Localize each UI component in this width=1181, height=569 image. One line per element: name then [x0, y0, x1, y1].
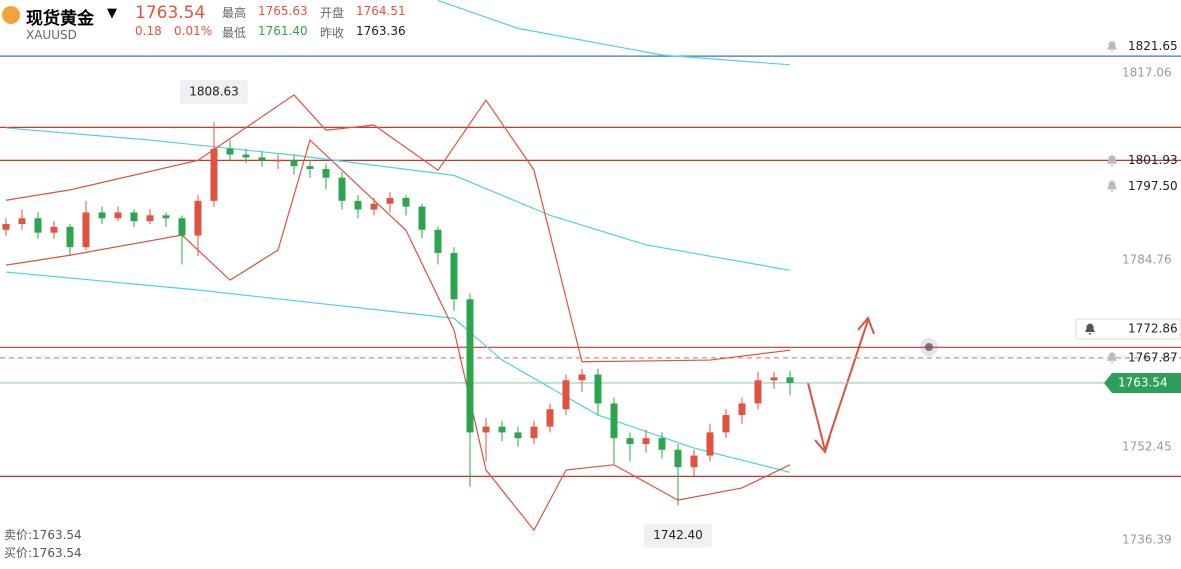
annotation-box: [644, 523, 712, 548]
candle-body: [146, 215, 154, 222]
candle-body: [546, 409, 554, 427]
y-tick-label: 1784.76: [1122, 253, 1172, 267]
price-label: 1772.86: [1128, 322, 1178, 336]
price-label: 1821.65: [1128, 39, 1178, 53]
price-box: [1075, 318, 1181, 340]
candle-body: [754, 380, 762, 404]
candle-body: [290, 160, 298, 167]
y-tick-label: 1817.06: [1122, 66, 1172, 80]
candle-body: [34, 218, 42, 233]
candle-body: [306, 166, 314, 170]
candle-body: [642, 438, 650, 444]
price-label: 1767.87: [1128, 350, 1178, 364]
price-label: 1801.93: [1128, 153, 1178, 167]
candle-body: [674, 449, 682, 468]
current-price-label: 1763.54: [1118, 375, 1168, 389]
change-pct: 0.01%: [174, 24, 213, 38]
candle-body: [258, 157, 266, 161]
indicator-line: [5, 138, 791, 532]
annotation-box: [180, 79, 248, 104]
alert-bell: [1085, 323, 1095, 336]
alert-bell: [1107, 180, 1117, 193]
candle-body: [322, 169, 330, 178]
candle-body: [130, 212, 138, 222]
value: 1763.36: [356, 24, 406, 38]
candle-body: [50, 226, 58, 233]
y-tick-label: 1736.39: [1122, 533, 1172, 547]
candle-body: [514, 432, 522, 439]
instrument-name[interactable]: 现货黄金: [26, 9, 94, 29]
logo: [2, 6, 20, 24]
price: 1763.54: [135, 3, 206, 23]
buy-price: 买价:1763.54: [4, 546, 82, 560]
candle-body: [162, 215, 170, 219]
candle-body: [242, 154, 250, 158]
candle-body: [98, 212, 106, 219]
indicator-line: [5, 94, 791, 363]
candle-body: [114, 212, 122, 219]
candle-body: [2, 224, 10, 230]
candle-body: [18, 218, 26, 225]
candle-body: [482, 426, 490, 433]
sell-price: 卖价:1763.54: [4, 528, 82, 542]
candle-body: [402, 197, 410, 207]
candle-body: [418, 206, 426, 230]
candle-body: [594, 374, 602, 404]
candle-body: [690, 455, 698, 468]
candle-body: [194, 200, 202, 236]
alert-bell: [1107, 155, 1117, 167]
candle-body: [370, 203, 378, 210]
candle-body: [706, 432, 714, 456]
alert-bell: [1107, 41, 1117, 53]
candle-body: [386, 197, 394, 204]
label: 最高: [222, 6, 247, 20]
candle-body: [338, 177, 346, 201]
y-tick-label: 1752.45: [1122, 440, 1172, 454]
candle-body: [82, 212, 90, 248]
candle-body: [66, 226, 74, 248]
indicator-line: [437, 0, 791, 66]
candle-body: [530, 426, 538, 439]
candle-body: [498, 426, 506, 433]
candle-body: [626, 438, 634, 444]
label: 开盘: [320, 6, 345, 20]
candle-body: [658, 438, 666, 450]
candle-body: [274, 160, 282, 162]
indicator-line: [5, 127, 791, 271]
candle-body: [466, 299, 474, 433]
indicator-line: [5, 271, 791, 473]
candle-body: [450, 252, 458, 300]
candle-body: [578, 374, 586, 381]
dropdown-arrow[interactable]: ▼: [107, 6, 117, 21]
candle-body: [434, 229, 442, 253]
alert-bell: [1107, 352, 1117, 364]
candle-body: [770, 377, 778, 381]
candle-body: [562, 380, 570, 410]
arrow: [807, 316, 875, 455]
candle-body: [738, 403, 746, 416]
candle-body: [610, 403, 618, 439]
value: 1765.63: [258, 4, 308, 18]
current-price-tag: [1104, 372, 1181, 393]
candle-body: [210, 148, 218, 201]
price-label: 1797.50: [1128, 179, 1178, 193]
annotation-label: 1742.40: [653, 528, 703, 542]
candle-body: [178, 218, 186, 236]
value: 1764.51: [356, 4, 406, 18]
annotation-label: 1808.63: [189, 84, 239, 98]
candle-body: [354, 200, 362, 210]
label: 昨收: [320, 26, 345, 40]
candle-body: [722, 415, 730, 433]
symbol: XAUUSD: [26, 28, 77, 42]
candle-body: [226, 148, 234, 155]
change: 0.18: [135, 24, 162, 38]
label: 最低: [222, 26, 247, 40]
candle-body: [786, 377, 794, 383]
value: 1761.40: [258, 24, 308, 38]
